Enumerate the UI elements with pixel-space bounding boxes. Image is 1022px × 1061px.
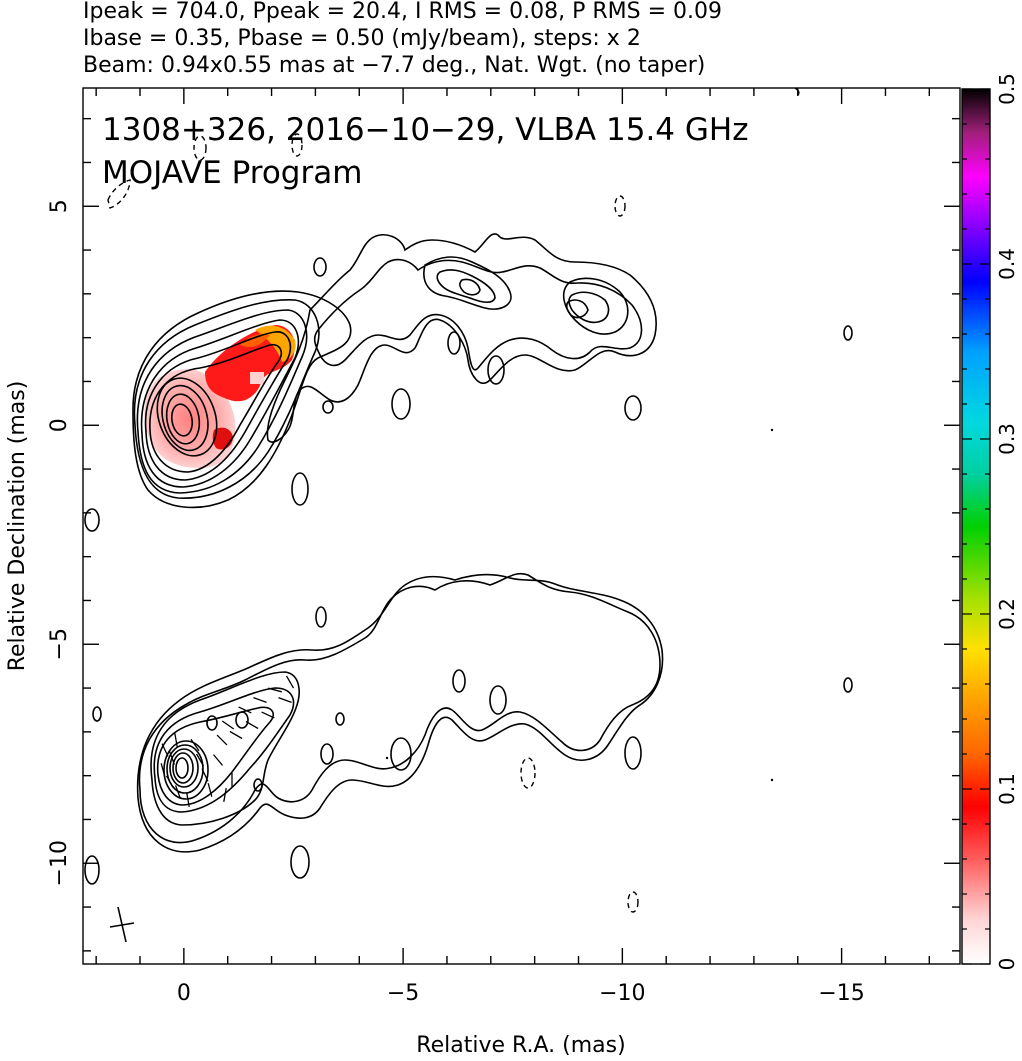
evpa-stick xyxy=(278,696,292,704)
evpa-stick xyxy=(201,768,209,782)
colorbar-label: 0.5 xyxy=(995,73,1019,105)
map-title: 1308+326, 2016−10−29, VLBA 15.4 GHz xyxy=(102,112,748,148)
pol-gap xyxy=(250,372,264,384)
axis-ticks xyxy=(83,88,960,964)
y-axis-label: Relative Declination (mas) xyxy=(5,381,30,672)
upper-contours xyxy=(84,88,853,532)
colorbar-label: 0.4 xyxy=(995,248,1019,280)
evpa-stick xyxy=(174,785,182,799)
evpa-stick xyxy=(268,687,282,693)
colorbar-label: 0 xyxy=(995,958,1019,971)
colorbar-labels: 0 0.1 0.2 0.3 0.4 0.5 xyxy=(995,73,1019,970)
beam-marker xyxy=(109,906,135,943)
evpa-stick xyxy=(213,754,223,766)
evpa-stick xyxy=(253,696,267,704)
colorbar-label: 0.3 xyxy=(995,423,1019,455)
evpa-stick xyxy=(165,775,175,789)
y-tick-label: 5 xyxy=(47,199,72,213)
evpa-stick xyxy=(238,706,252,714)
x-tick-label: 0 xyxy=(177,981,191,1006)
y-tick-label: 0 xyxy=(47,418,72,432)
pol-jet-orange-2 xyxy=(240,333,270,347)
plot-frame xyxy=(82,87,961,965)
x-tick-label: −5 xyxy=(387,981,419,1006)
colorbar-ticks xyxy=(962,88,990,965)
colorbar-label: 0.1 xyxy=(995,773,1019,805)
header-line-1: Ipeak = 704.0, Ppeak = 20.4, I RMS = 0.0… xyxy=(83,0,722,24)
y-tick-labels: 5 0 −5 −10 xyxy=(47,199,72,886)
x-tick-label: −15 xyxy=(818,981,864,1006)
x-axis-label: Relative R.A. (mas) xyxy=(416,1033,625,1058)
evpa-vectors xyxy=(160,675,295,808)
evpa-stick xyxy=(195,753,205,767)
evpa-stick xyxy=(190,738,200,752)
evpa-stick xyxy=(223,787,227,803)
colorbar xyxy=(961,88,991,965)
evpa-stick xyxy=(245,720,259,730)
y-tick-label: −10 xyxy=(47,840,72,886)
plot-area xyxy=(84,88,853,943)
evpa-stick xyxy=(161,743,169,757)
evpa-stick xyxy=(285,675,295,689)
lower-contours xyxy=(84,572,853,913)
evpa-stick xyxy=(221,720,235,730)
y-tick-label: −5 xyxy=(47,628,72,660)
evpa-stick xyxy=(186,792,190,808)
evpa-stick xyxy=(207,783,213,797)
evpa-stick xyxy=(160,763,166,777)
evpa-stick xyxy=(229,730,243,740)
evpa-stick xyxy=(261,711,275,719)
header-line-2: Ibase = 0.35, Pbase = 0.50 (mJy/beam), s… xyxy=(83,26,641,51)
x-tick-label: −10 xyxy=(599,981,645,1006)
colorbar-label: 0.2 xyxy=(995,598,1019,630)
x-tick-labels: 0 −5 −10 −15 xyxy=(177,981,865,1006)
evpa-stick xyxy=(168,751,176,765)
evpa-stick xyxy=(216,734,228,746)
header-line-3: Beam: 0.94x0.55 mas at −7.7 deg., Nat. W… xyxy=(83,53,705,78)
map-subtitle: MOJAVE Program xyxy=(102,155,362,191)
evpa-stick xyxy=(174,732,178,748)
polarization-color-map xyxy=(144,325,296,469)
